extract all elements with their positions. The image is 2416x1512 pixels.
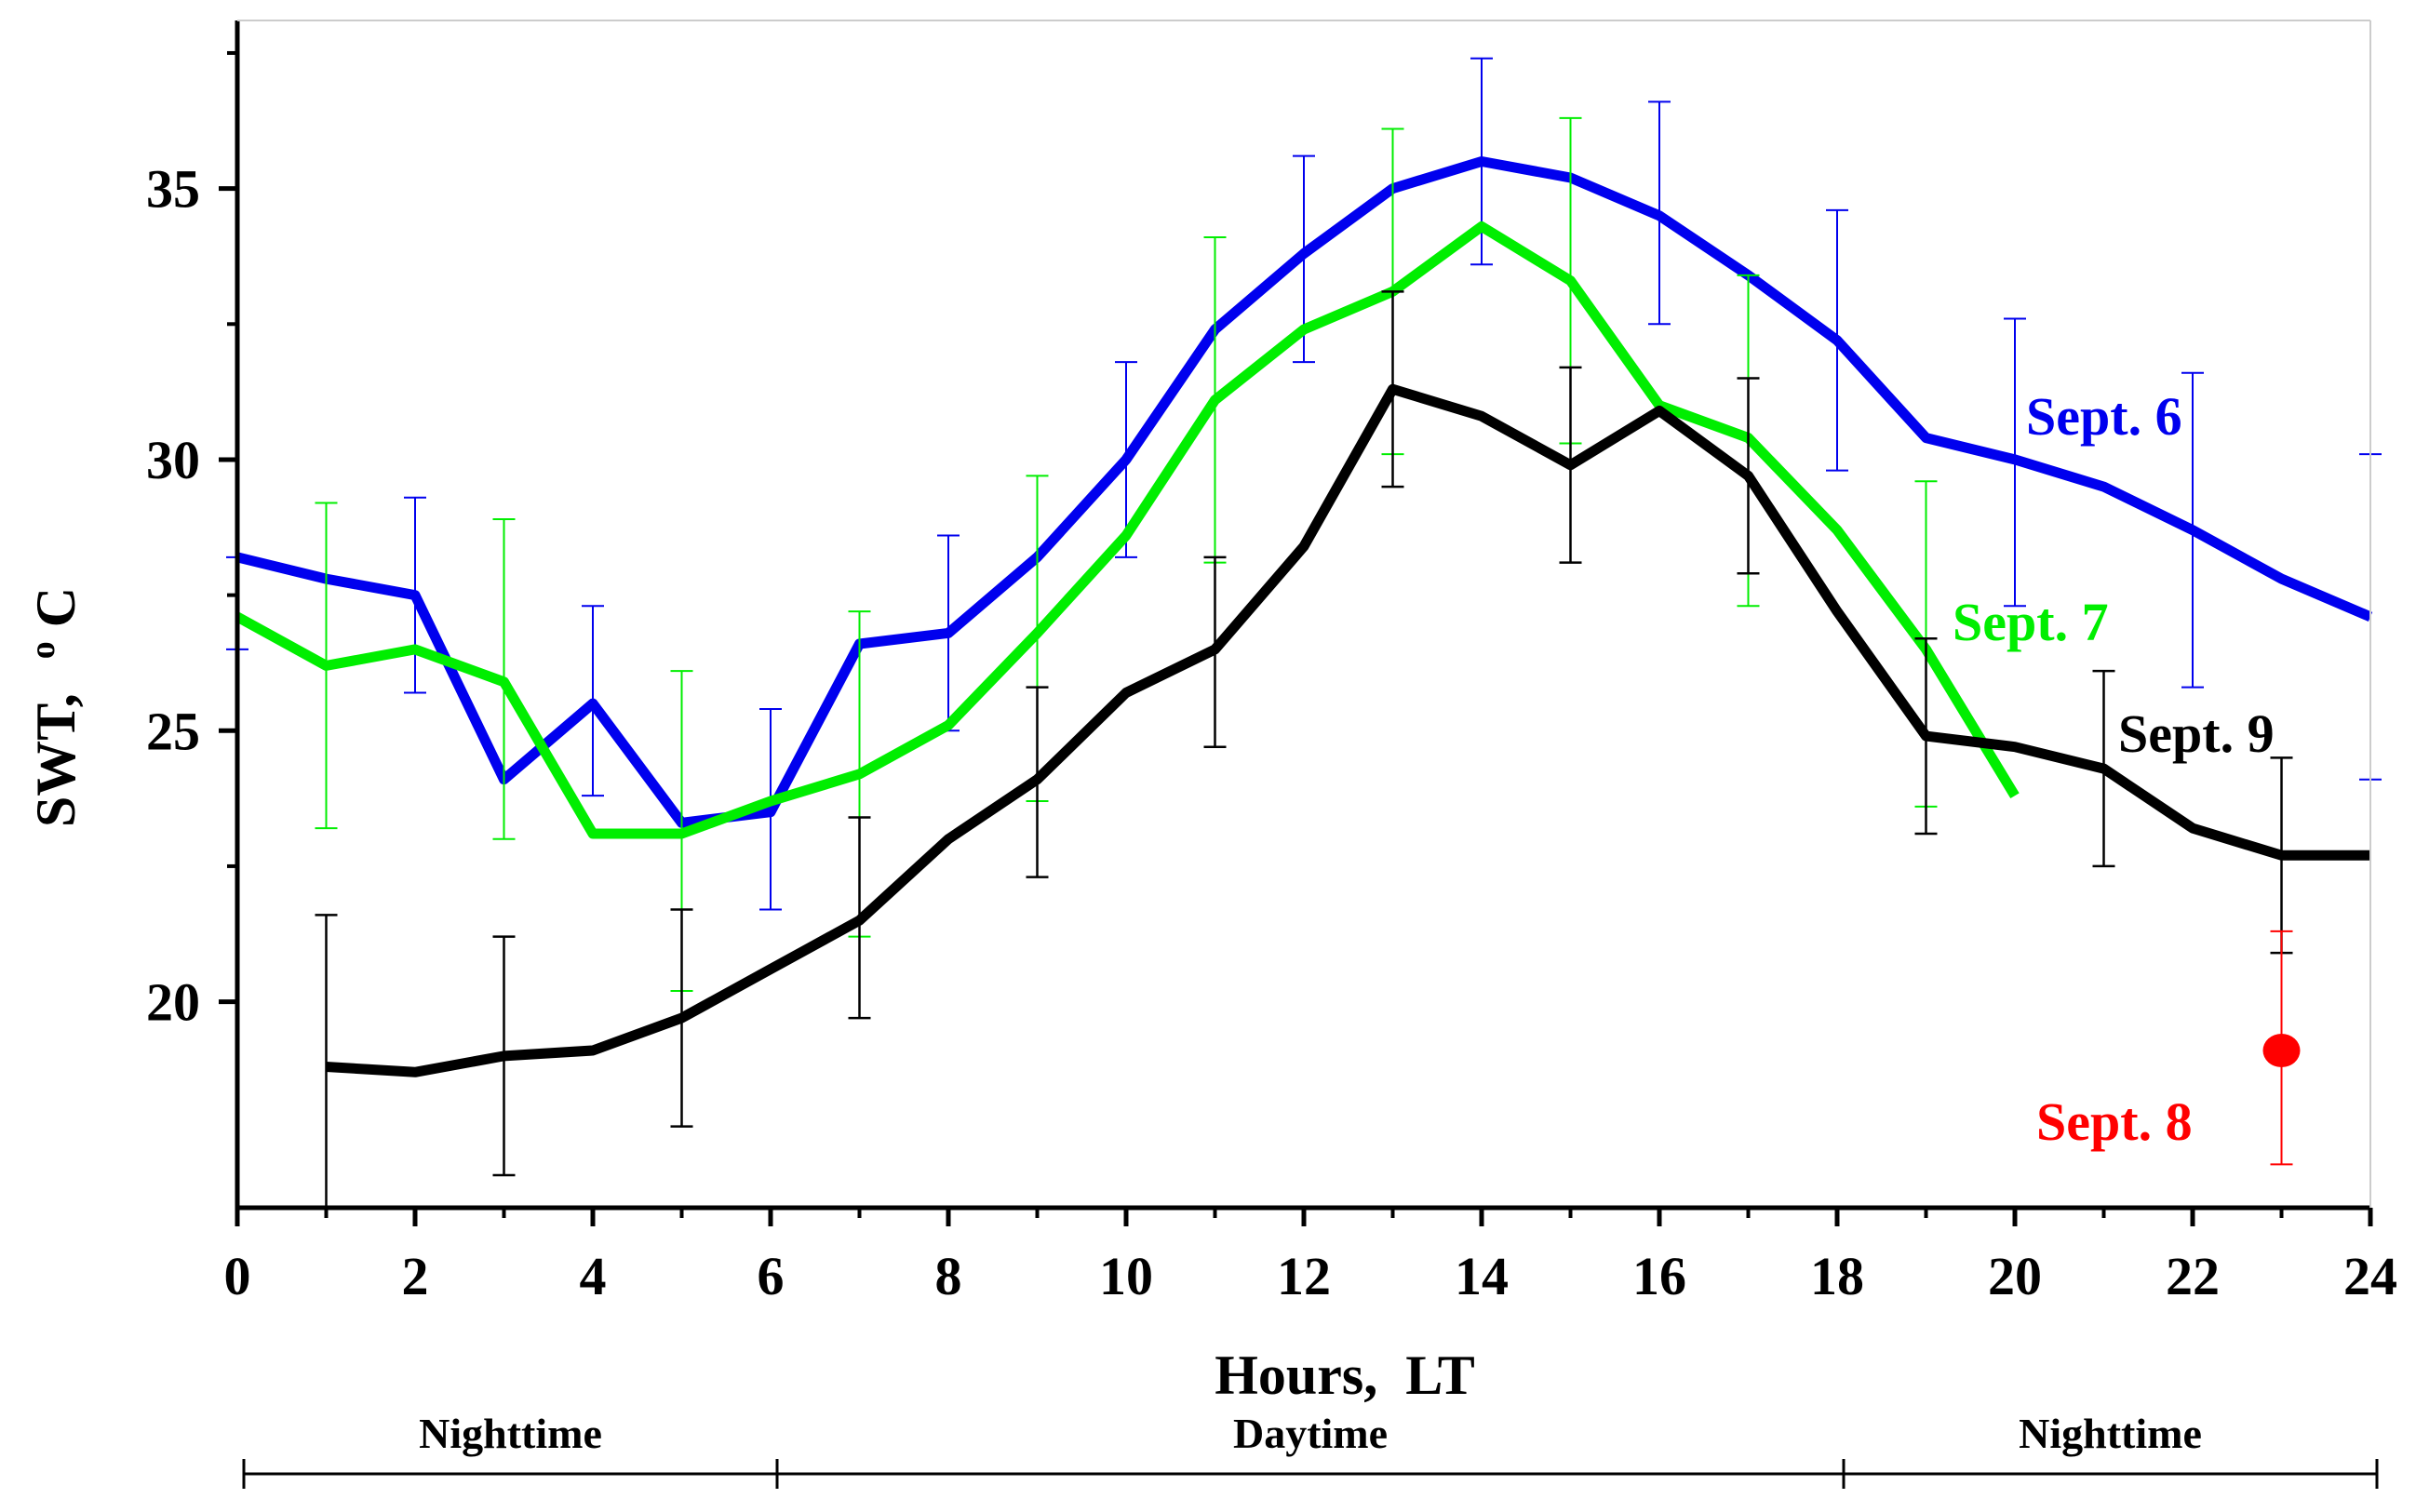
x-tick-label: 14 (1455, 1246, 1509, 1306)
x-axis-title: Hours, LT (1215, 1345, 1475, 1406)
period-label: Nighttime (419, 1410, 602, 1457)
series-label-sept-6: Sept. 6 (2026, 386, 2182, 447)
y-tick-label: 35 (146, 159, 200, 220)
x-tick-label: 12 (1277, 1246, 1331, 1306)
series-layer (226, 57, 2382, 1210)
x-tick-label: 16 (1632, 1246, 1686, 1306)
y-axis-title-text: SWT, o C (5, 587, 87, 827)
x-tick-label: 24 (2343, 1246, 2397, 1306)
period-label: Daytime (1233, 1410, 1388, 1457)
x-tick-label: 8 (935, 1246, 962, 1306)
x-tick-label: 2 (402, 1246, 429, 1306)
series-line (326, 383, 2370, 1077)
y-tick-label: 30 (146, 430, 200, 490)
series-sept-8 (2262, 930, 2301, 1166)
series-line (235, 156, 2373, 828)
period-bar: Nighttime Daytime Nighttime (242, 1410, 2379, 1489)
x-tick-label: 0 (224, 1246, 251, 1306)
x-tick-label: 4 (580, 1246, 607, 1306)
x-tick-label: 10 (1099, 1246, 1153, 1306)
series-line (235, 221, 2020, 839)
series-label-sept-7: Sept. 7 (1953, 592, 2109, 652)
x-tick-label: 6 (758, 1246, 785, 1306)
series-label-sept-8: Sept. 8 (2036, 1091, 2193, 1152)
x-tick-label: 22 (2166, 1246, 2220, 1306)
y-axis-title-unit: C (25, 587, 87, 627)
period-label: Nighttime (2019, 1410, 2202, 1457)
y-tick-label: 25 (146, 701, 200, 761)
y-tick-label: 20 (146, 972, 200, 1033)
data-point (2262, 1034, 2301, 1068)
series-label-sept-9: Sept. 9 (2118, 703, 2275, 764)
series-sept-9 (315, 290, 2370, 1210)
y-axis-title-label: SWT, (25, 693, 87, 827)
y-axis-title: SWT, o C (5, 587, 87, 827)
x-tick-label: 18 (1810, 1246, 1864, 1306)
x-tick-label: 20 (1988, 1246, 2042, 1306)
y-axis-title-degree: o (23, 641, 62, 659)
